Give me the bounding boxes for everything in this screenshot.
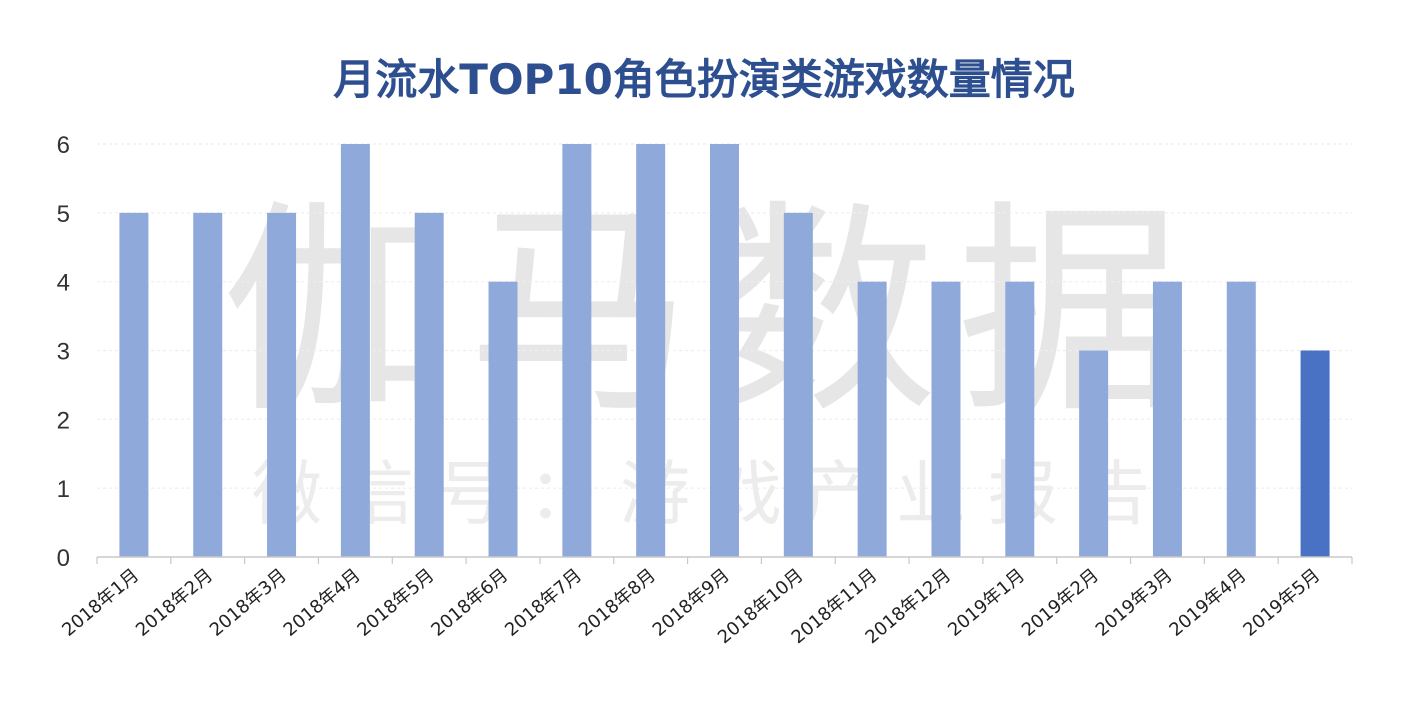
- x-tick-label: 2019年4月: [1166, 565, 1251, 641]
- x-tick-label: 2018年5月: [353, 565, 438, 641]
- bar: [1300, 350, 1330, 557]
- y-tick-label: 0: [57, 545, 70, 572]
- bar: [710, 144, 739, 557]
- bar: [340, 144, 370, 557]
- bars: [119, 144, 1330, 558]
- y-tick-label: 4: [57, 270, 70, 297]
- bar: [1152, 281, 1182, 557]
- watermark-sub: 微信号：游戏产业报告: [252, 453, 1172, 535]
- y-tick-label: 1: [57, 476, 70, 503]
- x-tick-label: 2018年8月: [575, 565, 660, 641]
- bar: [636, 144, 666, 557]
- bar: [1226, 281, 1256, 557]
- bar: [1079, 350, 1109, 557]
- x-tick-label: 2018年3月: [206, 565, 291, 641]
- x-tick-label: 2018年7月: [501, 565, 586, 641]
- x-tick-label: 2018年1月: [58, 565, 143, 641]
- bar: [1005, 281, 1035, 557]
- y-tick-label: 6: [57, 132, 70, 159]
- bar: [562, 144, 592, 557]
- bar: [267, 212, 297, 558]
- x-tick-label: 2019年1月: [944, 565, 1029, 641]
- grid: [97, 143, 1352, 489]
- bar: [857, 281, 887, 557]
- x-axis: 2018年1月2018年2月2018年3月2018年4月2018年5月2018年…: [58, 556, 1353, 648]
- x-tick-label: 2018年2月: [132, 565, 217, 641]
- x-tick-label: 2019年5月: [1239, 565, 1324, 641]
- x-tick-label: 2018年6月: [427, 565, 512, 641]
- bar: [414, 212, 444, 558]
- chart-title: 月流水TOP10角色扮演类游戏数量情况: [333, 55, 1075, 104]
- x-tick-label: 2019年2月: [1018, 565, 1103, 641]
- y-tick-label: 2: [57, 407, 70, 434]
- bar: [931, 281, 961, 557]
- y-tick-label: 3: [57, 339, 70, 366]
- x-tick-label: 2019年3月: [1092, 565, 1177, 641]
- bar: [119, 212, 149, 558]
- bar: [193, 212, 223, 558]
- y-axis: 0 1 2 3 4 5 6: [57, 132, 70, 572]
- bar: [488, 281, 518, 557]
- bar: [783, 212, 813, 558]
- x-tick-label: 2018年4月: [280, 565, 365, 641]
- y-tick-label: 5: [57, 201, 70, 228]
